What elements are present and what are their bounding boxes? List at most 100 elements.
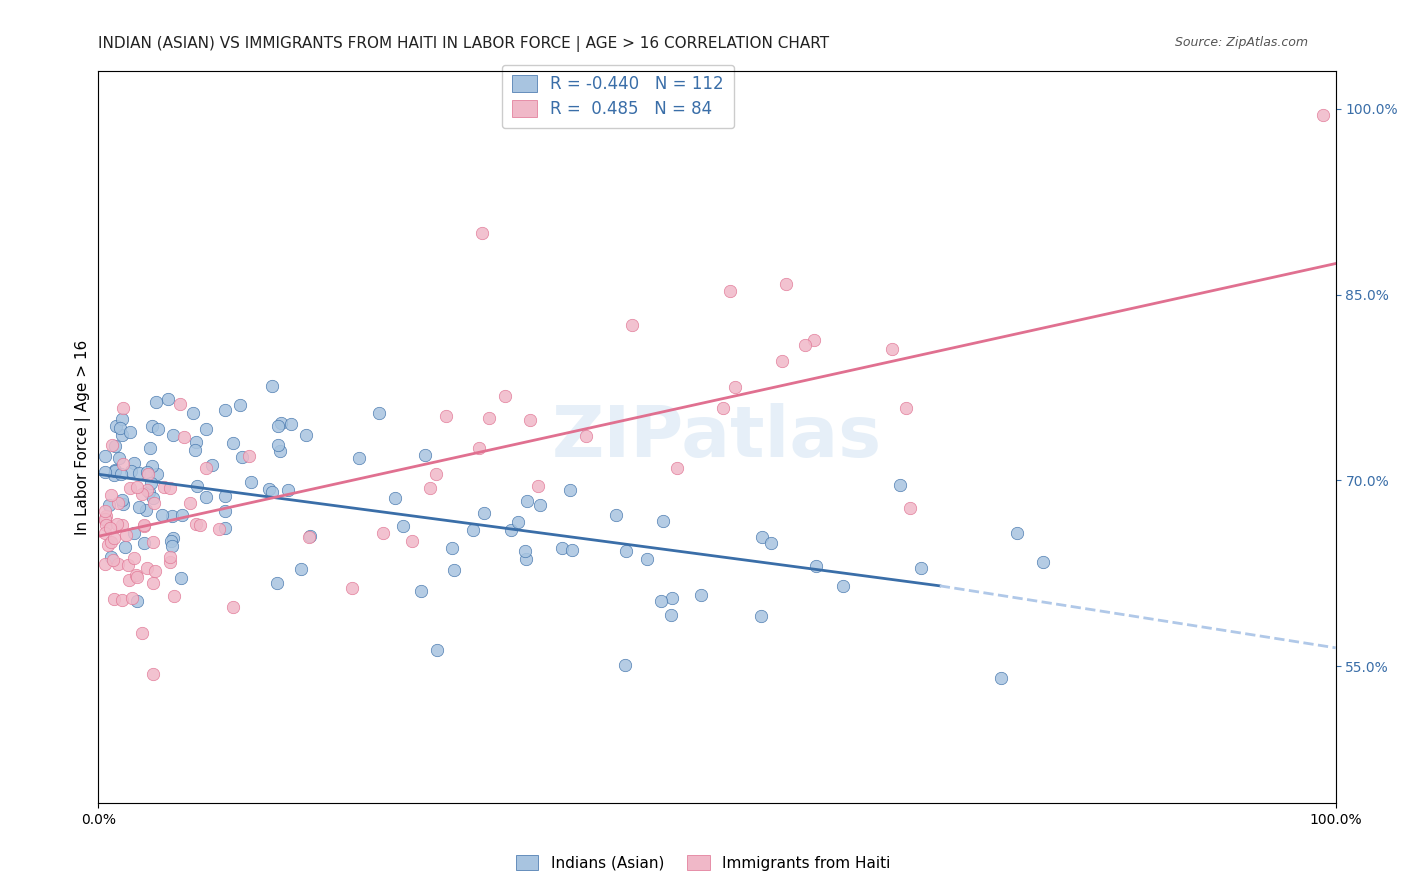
Point (201, 458, 224, 473)
Point (141, 666, 163, 681)
Point (463, 524, 485, 538)
Point (108, 421, 131, 435)
Point (128, 500, 150, 514)
Point (162, 531, 184, 545)
Point (620, 318, 643, 332)
Point (122, 550, 145, 565)
Point (426, 642, 449, 657)
Point (759, 535, 782, 549)
Point (666, 461, 689, 475)
Point (134, 517, 156, 532)
Point (117, 558, 139, 573)
Point (269, 444, 291, 458)
Point (111, 518, 134, 533)
Point (142, 535, 165, 549)
Point (1312, 108, 1334, 122)
Y-axis label: In Labor Force | Age > 16: In Labor Force | Age > 16 (76, 340, 91, 534)
Point (104, 419, 127, 434)
Point (114, 528, 136, 542)
Point (195, 490, 218, 504)
Point (159, 555, 181, 569)
Point (340, 581, 363, 595)
Point (100, 534, 122, 549)
Point (371, 526, 394, 541)
Text: ZIPatlas: ZIPatlas (553, 402, 882, 472)
Point (550, 541, 572, 555)
Point (561, 543, 583, 558)
Point (121, 591, 143, 605)
Point (229, 398, 252, 412)
Point (391, 519, 413, 533)
Point (1032, 555, 1054, 569)
Point (153, 480, 176, 494)
Point (280, 417, 302, 432)
Point (575, 429, 598, 443)
Point (238, 449, 260, 463)
Point (93, 465, 115, 479)
Point (832, 578, 855, 592)
Point (188, 517, 211, 532)
Point (401, 533, 423, 548)
Point (160, 508, 183, 523)
Point (208, 522, 231, 536)
Point (183, 442, 205, 457)
Point (103, 532, 125, 546)
Point (770, 354, 793, 368)
Point (169, 571, 191, 585)
Point (127, 480, 149, 494)
Point (690, 588, 713, 602)
Point (169, 397, 191, 411)
Point (257, 482, 280, 496)
Point (419, 482, 441, 496)
Point (103, 592, 125, 607)
Point (157, 392, 180, 407)
Point (160, 539, 183, 553)
Point (163, 589, 186, 603)
Point (266, 575, 288, 590)
Point (101, 438, 124, 452)
Point (266, 419, 288, 434)
Point (132, 536, 155, 550)
Point (110, 428, 132, 442)
Point (515, 552, 537, 566)
Text: INDIAN (ASIAN) VS IMMIGRANTS FROM HAITI IN LABOR FORCE | AGE > 16 CORRELATION CH: INDIAN (ASIAN) VS IMMIGRANTS FROM HAITI … (98, 36, 830, 52)
Point (368, 406, 391, 420)
Point (527, 479, 550, 493)
Point (110, 467, 132, 482)
Point (96, 518, 118, 533)
Point (128, 466, 150, 480)
Point (159, 481, 181, 495)
Point (195, 461, 218, 475)
Point (131, 626, 153, 640)
Point (661, 591, 683, 605)
Point (141, 458, 163, 473)
Point (111, 401, 134, 415)
Point (103, 467, 125, 482)
Point (142, 495, 165, 509)
Point (142, 491, 165, 505)
Point (214, 521, 236, 535)
Point (93, 513, 115, 527)
Point (125, 568, 148, 582)
Point (614, 544, 637, 558)
Point (172, 508, 194, 522)
Point (100, 488, 122, 502)
Point (262, 485, 284, 500)
Point (132, 519, 155, 533)
Point (183, 406, 205, 420)
Point (1005, 526, 1028, 541)
Point (162, 428, 184, 442)
Point (120, 465, 142, 479)
Point (98, 521, 121, 535)
Point (724, 380, 747, 394)
Point (425, 467, 447, 481)
Point (150, 508, 173, 523)
Point (471, 226, 494, 240)
Point (409, 584, 432, 599)
Point (100, 550, 122, 565)
Point (231, 450, 253, 464)
Point (240, 475, 263, 489)
Point (652, 514, 675, 528)
Legend: R = -0.440   N = 112, R =  0.485   N = 84: R = -0.440 N = 112, R = 0.485 N = 84 (502, 65, 734, 128)
Point (214, 403, 236, 417)
